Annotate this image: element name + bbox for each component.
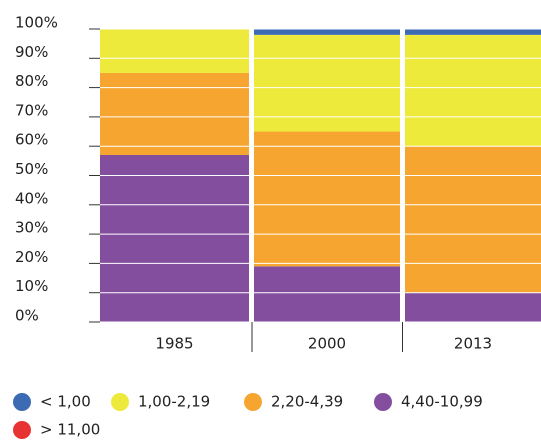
- x-tick-label: 2000: [308, 335, 346, 353]
- legend-swatch: [13, 393, 31, 411]
- legend-label: 4,40-10,99: [401, 393, 483, 411]
- bar-segment: [254, 34, 400, 132]
- y-tick-label: 90%: [15, 43, 48, 61]
- legend-label: > 11,00: [40, 421, 100, 439]
- bar-segment: [254, 29, 400, 35]
- bar-segment: [100, 72, 249, 155]
- legend-swatch: [111, 393, 129, 411]
- bar-segment: [100, 154, 249, 322]
- y-tick-label: 100%: [15, 14, 58, 32]
- legend-swatch: [13, 421, 31, 439]
- bar-segment: [405, 34, 541, 147]
- bar-segment: [405, 292, 541, 322]
- bar-segment: [405, 146, 541, 293]
- legend-label: 2,20-4,39: [271, 393, 343, 411]
- bar-segment: [254, 266, 400, 322]
- legend-label: 1,00-2,19: [138, 393, 210, 411]
- legend-label: < 1,00: [40, 393, 91, 411]
- y-tick-label: 50%: [15, 160, 48, 178]
- x-tick-label: 1985: [155, 335, 193, 353]
- x-tick-label: 2013: [454, 335, 492, 353]
- y-tick-label: 80%: [15, 72, 48, 90]
- bar-segment: [100, 29, 249, 73]
- bar-segment: [254, 131, 400, 267]
- y-tick-label: 10%: [15, 277, 48, 295]
- y-tick-label: 20%: [15, 248, 48, 266]
- y-tick-label: 40%: [15, 189, 48, 207]
- y-tick-label: 60%: [15, 131, 48, 149]
- legend-swatch: [244, 393, 262, 411]
- y-tick-label: 30%: [15, 219, 48, 237]
- bar-segment: [405, 29, 541, 35]
- legend-swatch: [374, 393, 392, 411]
- y-tick-label: 70%: [15, 101, 48, 119]
- y-tick-label: 0%: [15, 307, 39, 325]
